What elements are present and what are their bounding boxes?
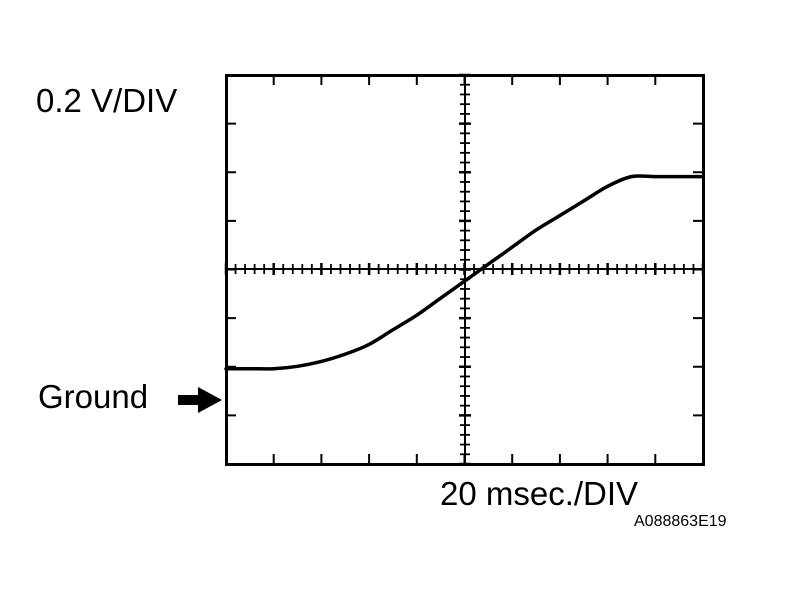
- volts-per-div-label: 0.2 V/DIV: [36, 82, 178, 119]
- signal-trace: [224, 174, 705, 371]
- ground-arrow-icon: [178, 387, 222, 413]
- figure-code-label: A088863E19: [634, 513, 727, 530]
- ground-label: Ground: [38, 378, 149, 415]
- time-per-div-label: 20 msec./DIV: [440, 475, 639, 512]
